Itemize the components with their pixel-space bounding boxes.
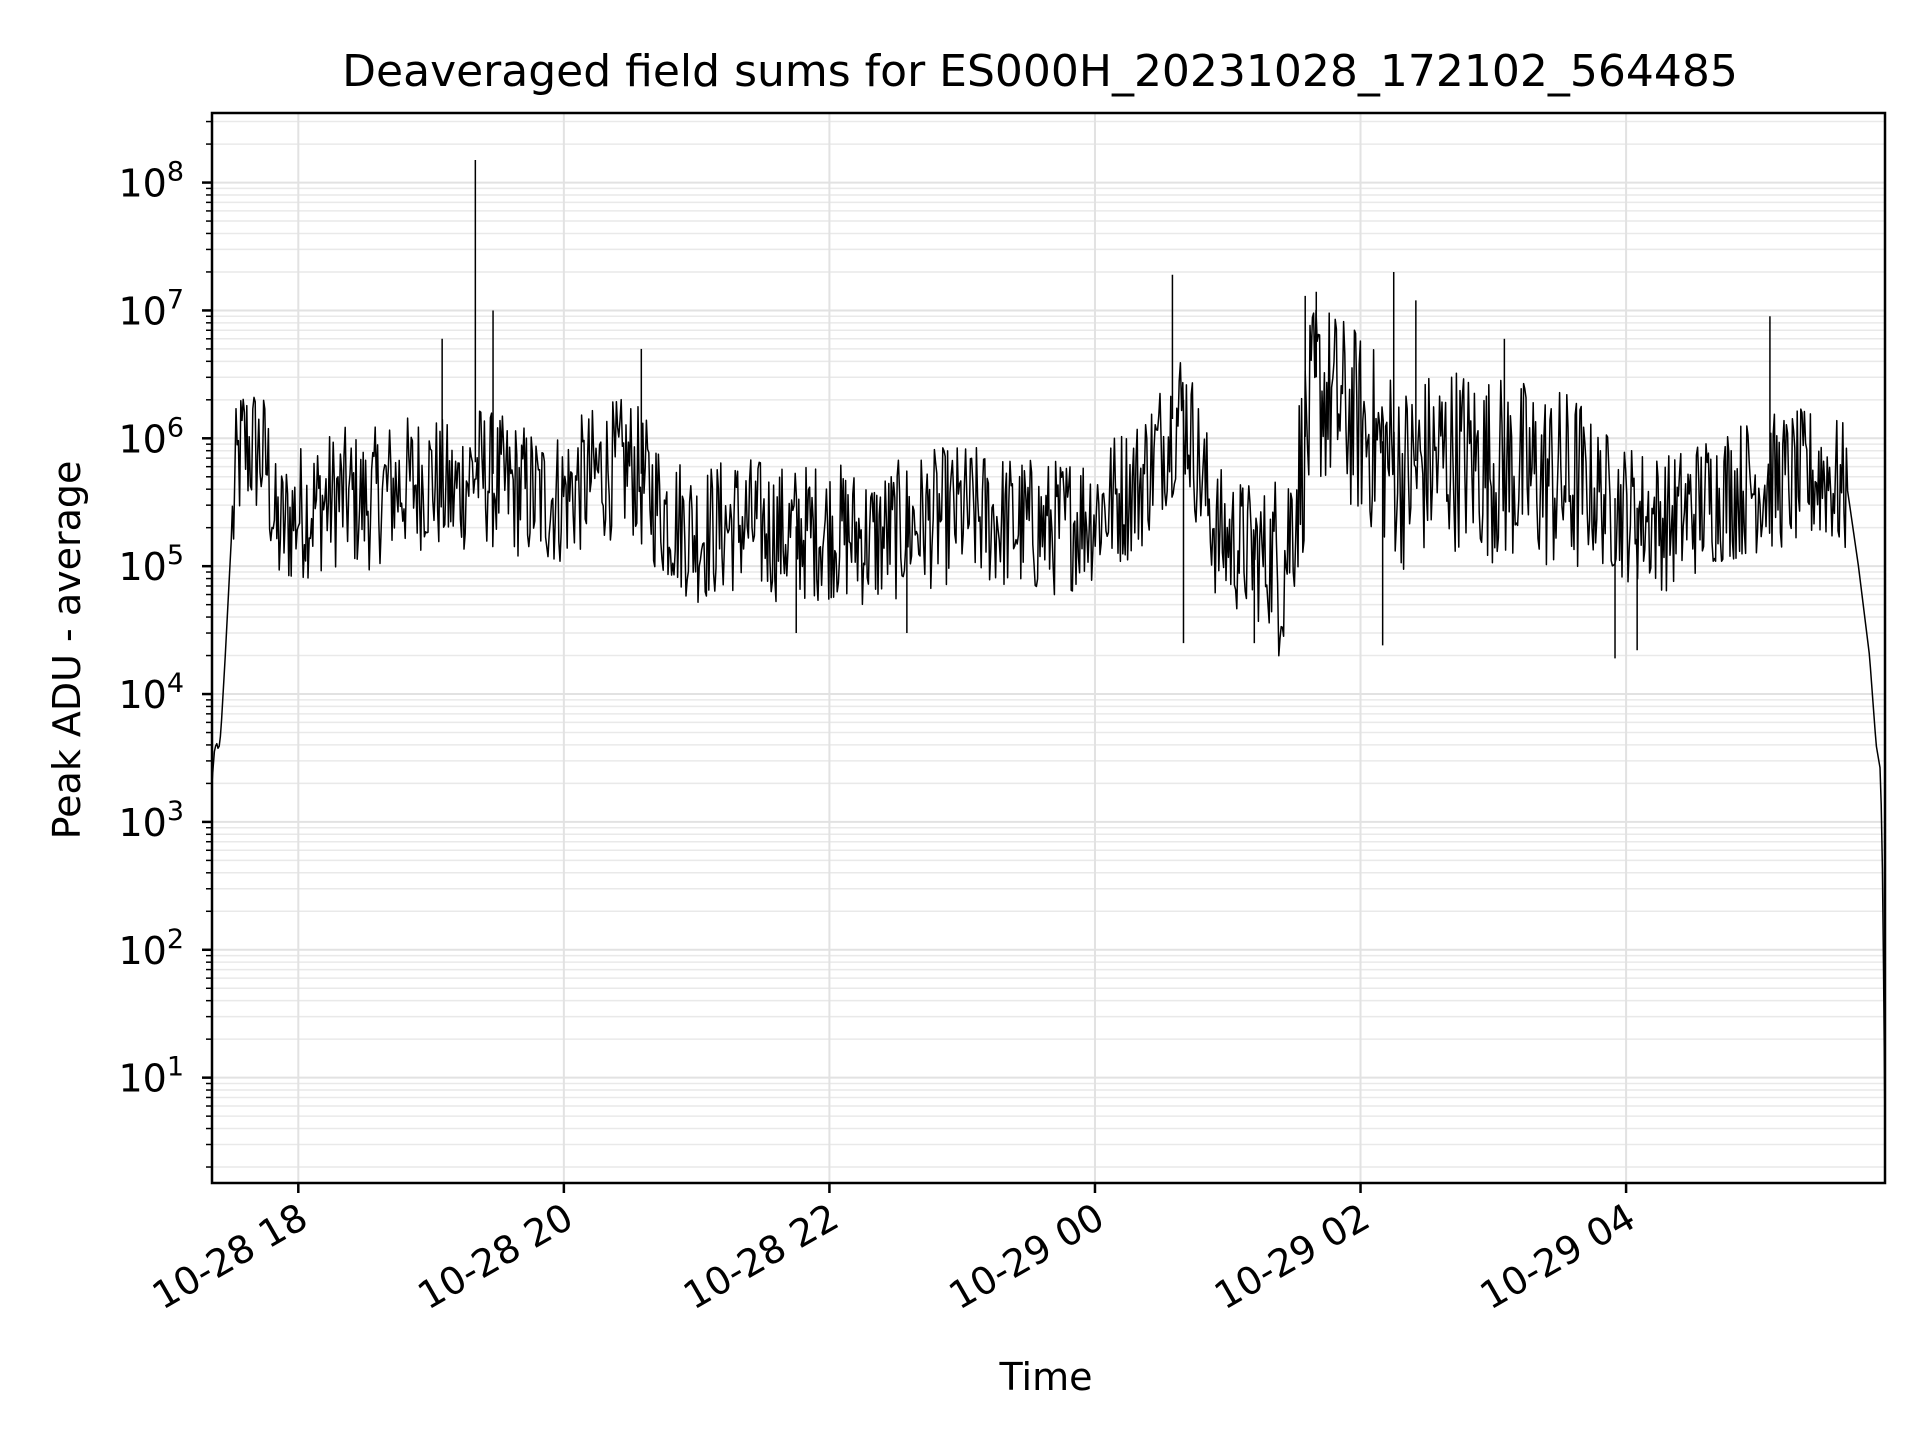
y-tick-label: 106 xyxy=(118,412,184,461)
y-axis-label: Peak ADU - average xyxy=(45,461,89,840)
axes: 101 102 103 104 105 106 107 108 10-28 18 10-28 20… xyxy=(118,111,1887,1319)
y-tick-label: 108 xyxy=(118,157,184,206)
y-tick-label: 102 xyxy=(118,924,184,973)
x-axis-label: Time xyxy=(999,1355,1093,1399)
data-series xyxy=(211,160,1886,1107)
x-tick-label: 10-28 22 xyxy=(676,1195,846,1319)
x-tick-label: 10-29 04 xyxy=(1473,1195,1643,1319)
grid xyxy=(212,113,1885,1183)
y-tick-label: 104 xyxy=(118,668,184,717)
y-tick-label: 107 xyxy=(118,284,184,333)
x-tick-label: 10-28 18 xyxy=(145,1195,315,1319)
y-tick-label: 105 xyxy=(118,540,184,589)
x-tick-label: 10-29 02 xyxy=(1207,1195,1377,1319)
y-tick-label: 101 xyxy=(118,1052,184,1101)
x-tick-label: 10-29 00 xyxy=(942,1195,1112,1319)
y-tick-label: 103 xyxy=(118,796,184,845)
plot-frame xyxy=(210,111,1887,1185)
x-tick-label: 10-28 20 xyxy=(410,1195,580,1319)
chart-title: Deaveraged field sums for ES000H_2023102… xyxy=(342,46,1738,97)
data-line xyxy=(211,309,1886,1107)
